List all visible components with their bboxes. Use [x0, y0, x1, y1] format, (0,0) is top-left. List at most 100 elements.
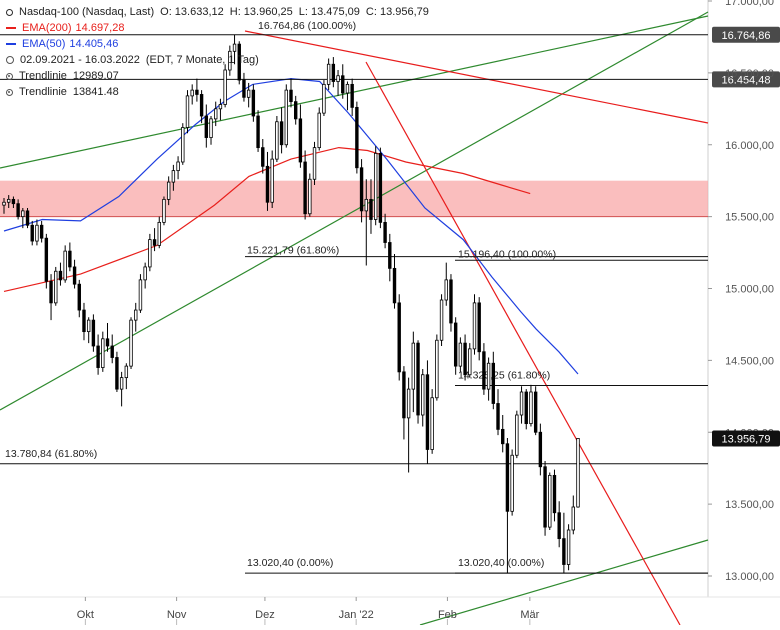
candle-body[interactable]: [21, 210, 25, 218]
candle-body[interactable]: [317, 112, 321, 149]
candle-body[interactable]: [336, 75, 340, 82]
candle-body[interactable]: [345, 83, 350, 94]
candle-body[interactable]: [566, 529, 571, 565]
candle-body[interactable]: [246, 89, 251, 98]
candle-body[interactable]: [491, 362, 496, 404]
candle-body[interactable]: [425, 374, 430, 450]
candle-body[interactable]: [39, 224, 44, 239]
candle-body[interactable]: [505, 443, 510, 512]
candle-body[interactable]: [308, 178, 312, 215]
candle-body[interactable]: [228, 50, 232, 71]
candle-body[interactable]: [63, 250, 67, 281]
candle-body[interactable]: [472, 302, 477, 350]
candle-body[interactable]: [96, 345, 100, 368]
legend-ema50-row[interactable]: EMA(50) 14.405,46: [4, 36, 429, 52]
candle-body[interactable]: [430, 397, 434, 450]
candle-body[interactable]: [453, 322, 458, 367]
candle-body[interactable]: [482, 351, 486, 390]
candle-body[interactable]: [54, 270, 58, 304]
candle-body[interactable]: [110, 345, 114, 358]
candle-body[interactable]: [11, 198, 16, 205]
candle-body[interactable]: [181, 127, 185, 163]
candle-body[interactable]: [86, 319, 91, 333]
candle-body[interactable]: [515, 414, 519, 456]
candle-body[interactable]: [331, 63, 336, 82]
candle-body[interactable]: [552, 474, 557, 514]
candle-body[interactable]: [463, 342, 467, 376]
candle-body[interactable]: [124, 365, 129, 379]
candle-body[interactable]: [378, 152, 383, 223]
candle-body[interactable]: [185, 95, 190, 128]
candle-body[interactable]: [129, 319, 133, 367]
candle-body[interactable]: [439, 299, 444, 341]
candle-body[interactable]: [364, 198, 368, 212]
candle-body[interactable]: [529, 391, 533, 425]
candle-body[interactable]: [251, 89, 256, 117]
candle-body[interactable]: [524, 391, 528, 425]
candle-body[interactable]: [91, 319, 96, 347]
candle-body[interactable]: [82, 309, 86, 333]
candle-body[interactable]: [303, 161, 307, 215]
candle-body[interactable]: [68, 250, 72, 268]
candle-body[interactable]: [298, 118, 303, 163]
candle-body[interactable]: [119, 377, 124, 390]
candle-body[interactable]: [16, 203, 20, 218]
candle-body[interactable]: [341, 75, 345, 94]
candle-body[interactable]: [7, 198, 11, 203]
candle-body[interactable]: [397, 302, 401, 373]
candle-body[interactable]: [411, 342, 416, 390]
candle-body[interactable]: [383, 221, 387, 243]
candle-body[interactable]: [199, 94, 204, 117]
last-price-tag[interactable]: [712, 430, 780, 447]
candle-body[interactable]: [218, 104, 223, 110]
candle-body[interactable]: [58, 270, 63, 281]
legend-ema200-row[interactable]: EMA(200) 14.697,28: [4, 20, 429, 36]
candle-body[interactable]: [369, 198, 373, 220]
candle-body[interactable]: [256, 115, 260, 149]
candle-body[interactable]: [115, 357, 119, 390]
candle-body[interactable]: [355, 106, 359, 169]
candle-body[interactable]: [533, 391, 538, 433]
candle-body[interactable]: [49, 280, 53, 304]
candle-body[interactable]: [548, 474, 552, 528]
candle-body[interactable]: [261, 147, 265, 167]
candle-body[interactable]: [232, 43, 237, 52]
candle-body[interactable]: [388, 242, 392, 269]
candle-body[interactable]: [157, 221, 161, 246]
candle-body[interactable]: [138, 279, 143, 311]
candle-body[interactable]: [223, 69, 227, 105]
ema50-line[interactable]: [3, 77, 579, 375]
candle-body[interactable]: [576, 438, 580, 508]
candle-body[interactable]: [148, 239, 152, 268]
candle-body[interactable]: [284, 89, 288, 146]
candle-body[interactable]: [350, 83, 354, 108]
candle-body[interactable]: [373, 152, 378, 220]
candle-body[interactable]: [326, 63, 331, 85]
candle-body[interactable]: [279, 121, 284, 146]
candle-body[interactable]: [25, 210, 30, 226]
candle-body[interactable]: [402, 371, 406, 419]
legend-trend2-row[interactable]: Trendlinie 13841.48: [4, 84, 429, 100]
candle-body[interactable]: [468, 348, 472, 376]
candle-body[interactable]: [77, 283, 81, 311]
candle-body[interactable]: [204, 115, 209, 138]
candle-body[interactable]: [486, 362, 491, 390]
candle-body[interactable]: [190, 89, 194, 97]
candle-body[interactable]: [312, 147, 317, 180]
candle-body[interactable]: [458, 342, 463, 367]
red-resistance-trendline[interactable]: [244, 30, 709, 124]
candle-body[interactable]: [416, 342, 420, 416]
candle-body[interactable]: [195, 89, 199, 95]
candle-body[interactable]: [289, 89, 293, 103]
candle-body[interactable]: [538, 431, 543, 468]
candle-body[interactable]: [435, 339, 439, 399]
candle-body[interactable]: [477, 302, 481, 353]
candle-body[interactable]: [166, 181, 171, 200]
candle-body[interactable]: [134, 309, 138, 321]
candle-body[interactable]: [270, 158, 274, 203]
candle-body[interactable]: [237, 43, 241, 81]
candle-body[interactable]: [101, 338, 105, 368]
candle-body[interactable]: [562, 538, 566, 565]
candle-body[interactable]: [359, 167, 364, 212]
